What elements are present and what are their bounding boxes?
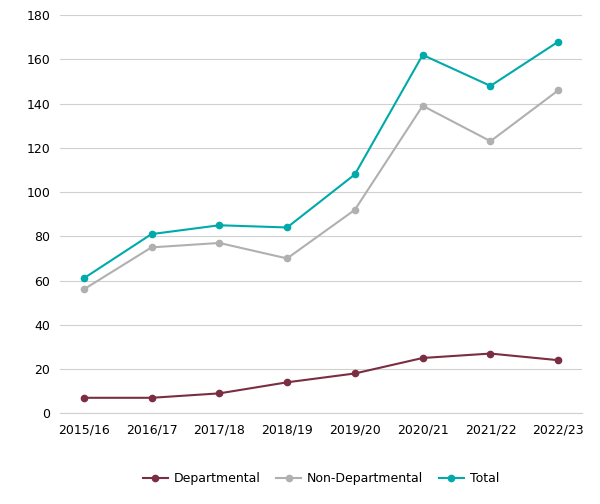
- Line: Non-Departmental: Non-Departmental: [80, 87, 562, 292]
- Line: Departmental: Departmental: [80, 350, 562, 401]
- Departmental: [216, 391, 223, 397]
- Total: [351, 171, 358, 177]
- Total: [80, 275, 88, 281]
- Departmental: [80, 395, 88, 401]
- Line: Total: Total: [80, 38, 562, 281]
- Total: [284, 224, 291, 230]
- Total: [487, 83, 494, 89]
- Total: [419, 52, 426, 58]
- Non-Departmental: [148, 244, 155, 250]
- Non-Departmental: [487, 138, 494, 144]
- Departmental: [419, 355, 426, 361]
- Non-Departmental: [216, 240, 223, 246]
- Departmental: [351, 370, 358, 376]
- Non-Departmental: [284, 256, 291, 262]
- Non-Departmental: [80, 286, 88, 292]
- Non-Departmental: [554, 87, 562, 93]
- Total: [216, 222, 223, 228]
- Legend: Departmental, Non-Departmental, Total: Departmental, Non-Departmental, Total: [138, 467, 504, 490]
- Non-Departmental: [351, 207, 358, 213]
- Departmental: [148, 395, 155, 401]
- Departmental: [284, 380, 291, 386]
- Total: [148, 231, 155, 237]
- Non-Departmental: [419, 103, 426, 109]
- Departmental: [554, 357, 562, 363]
- Total: [554, 39, 562, 45]
- Departmental: [487, 351, 494, 357]
